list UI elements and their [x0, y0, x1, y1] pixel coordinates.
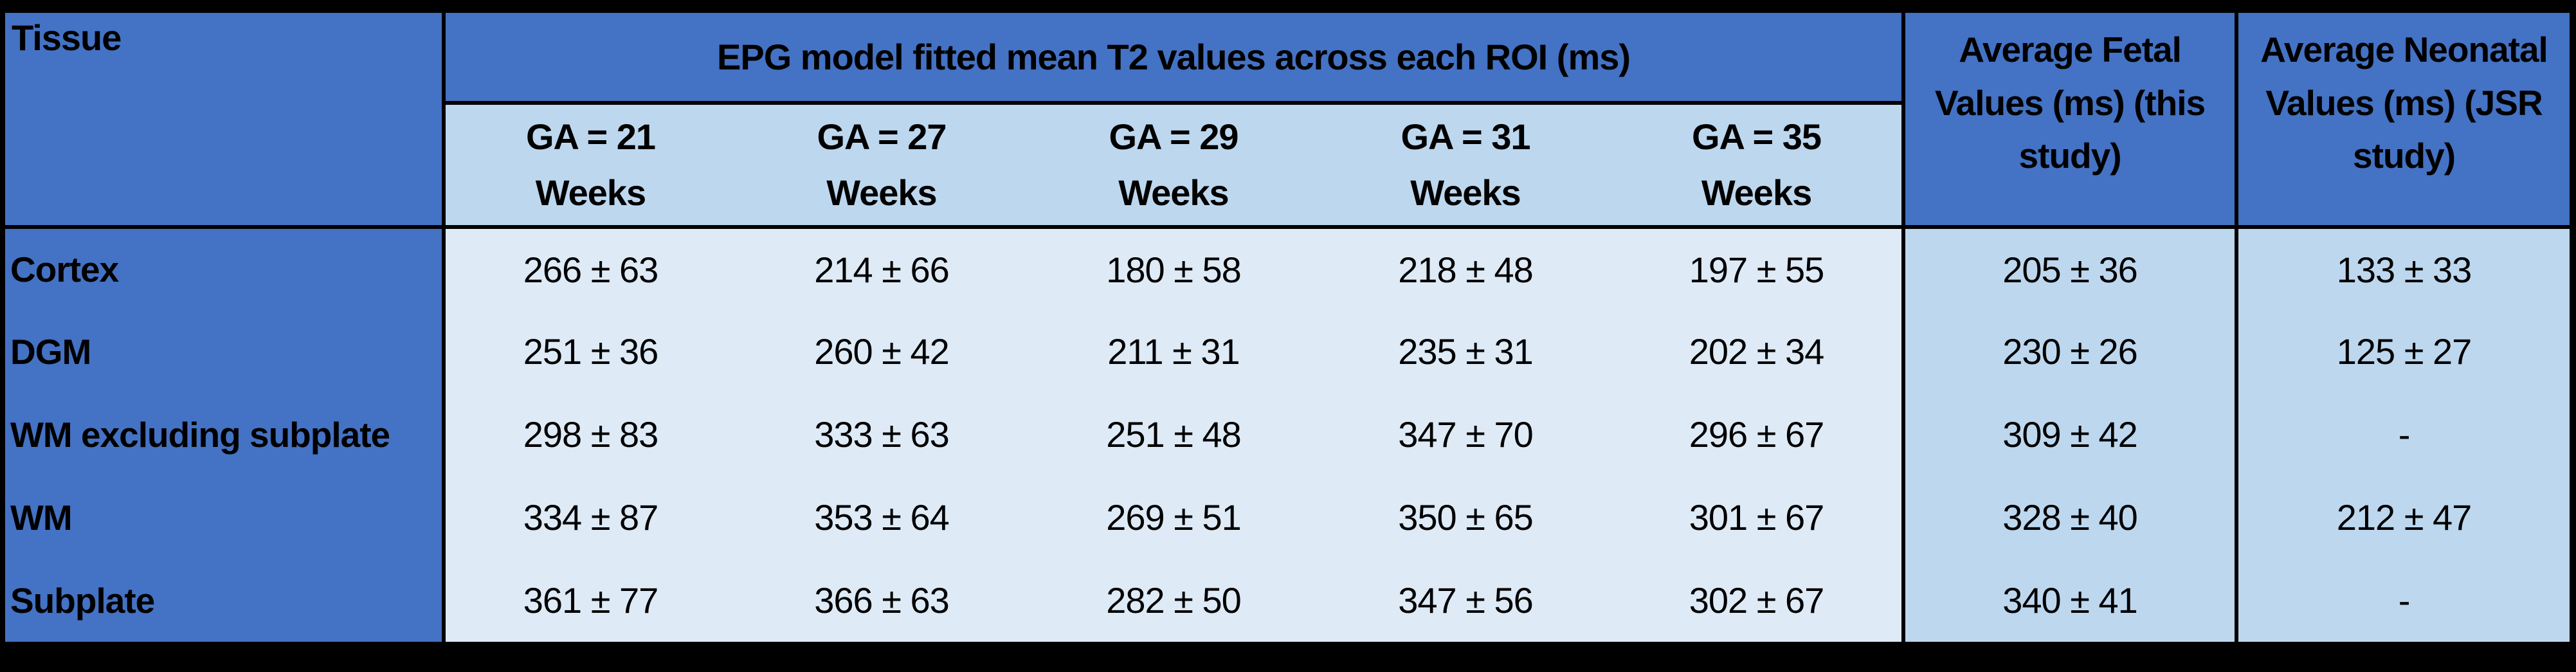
ga-unit: Weeks [1410, 172, 1521, 213]
avg-neonatal-value: 133 ± 33 [2235, 227, 2570, 310]
ga-value: GA = 35 [1692, 116, 1822, 157]
ga-unit: Weeks [535, 172, 646, 213]
t2-value: 260 ± 42 [736, 310, 1028, 393]
epg-title-header: EPG model fitted mean T2 values across e… [444, 13, 1904, 105]
ga-value: GA = 29 [1109, 116, 1238, 157]
avg-neonatal-value: 212 ± 47 [2235, 476, 2570, 559]
ga-unit: Weeks [826, 172, 937, 213]
header-row-main: Tissue EPG model fitted mean T2 values a… [5, 13, 2570, 229]
ga-value: GA = 27 [817, 116, 947, 157]
t2-value: 211 ± 31 [1028, 310, 1320, 393]
header-row-ga: GA = 21 Weeks GA = 27 Weeks GA = 29 Week… [5, 103, 2570, 229]
table-row-cortex: Cortex 266 ± 63 214 ± 66 180 ± 58 218 ± … [5, 227, 2570, 310]
ga-unit: Weeks [1118, 172, 1229, 213]
t2-value: 282 ± 50 [1028, 559, 1320, 642]
avg-fetal-value: 340 ± 41 [1901, 559, 2237, 642]
table-row-wm: WM 334 ± 87 353 ± 64 269 ± 51 350 ± 65 3… [5, 476, 2570, 559]
avg-fetal-value: 205 ± 36 [1901, 227, 2237, 310]
tissue-name: Subplate [5, 559, 446, 642]
avg-fetal-value: 309 ± 42 [1901, 393, 2237, 476]
t2-value: 353 ± 64 [736, 476, 1028, 559]
t2-value: 251 ± 48 [1028, 393, 1320, 476]
t2-value: 218 ± 48 [1320, 227, 1611, 310]
avg-neonatal-column-header: Average Neonatal Values (ms) (JSR study) [2235, 13, 2570, 229]
t2-value: 347 ± 70 [1320, 393, 1611, 476]
t2-values-table: Tissue EPG model fitted mean T2 values a… [5, 13, 2570, 642]
ga-value: GA = 31 [1401, 116, 1530, 157]
avg-neonatal-value: - [2235, 393, 2570, 476]
avg-fetal-column-header: Average Fetal Values (ms) (this study) [1901, 13, 2237, 229]
avg-fetal-value: 328 ± 40 [1901, 476, 2237, 559]
t2-value: 366 ± 63 [736, 559, 1028, 642]
avg-fetal-value: 230 ± 26 [1901, 310, 2237, 393]
tissue-name: WM excluding subplate [5, 393, 446, 476]
ga-unit: Weeks [1701, 172, 1812, 213]
t2-value: 214 ± 66 [736, 227, 1028, 310]
ga-31-header: GA = 31 Weeks [1320, 103, 1611, 229]
ga-29-header: GA = 29 Weeks [1028, 103, 1320, 229]
t2-value: 202 ± 34 [1611, 310, 1904, 393]
t2-value: 266 ± 63 [444, 227, 736, 310]
t2-value: 333 ± 63 [736, 393, 1028, 476]
t2-value: 298 ± 83 [444, 393, 736, 476]
t2-value: 361 ± 77 [444, 559, 736, 642]
table-row-subplate: Subplate 361 ± 77 366 ± 63 282 ± 50 347 … [5, 559, 2570, 642]
t2-value: 197 ± 55 [1611, 227, 1904, 310]
tissue-name: Cortex [5, 227, 446, 310]
avg-neonatal-value: 125 ± 27 [2235, 310, 2570, 393]
table-row-dgm: DGM 251 ± 36 260 ± 42 211 ± 31 235 ± 31 … [5, 310, 2570, 393]
ga-27-header: GA = 27 Weeks [736, 103, 1028, 229]
t2-value: 302 ± 67 [1611, 559, 1904, 642]
t2-value: 235 ± 31 [1320, 310, 1611, 393]
tissue-name: DGM [5, 310, 446, 393]
t2-value: 269 ± 51 [1028, 476, 1320, 559]
t2-value: 347 ± 56 [1320, 559, 1611, 642]
t2-value: 334 ± 87 [444, 476, 736, 559]
avg-neonatal-value: - [2235, 559, 2570, 642]
ga-21-header: GA = 21 Weeks [444, 103, 736, 229]
t2-value: 350 ± 65 [1320, 476, 1611, 559]
tissue-name: WM [5, 476, 446, 559]
table-row-wm-excluding-subplate: WM excluding subplate 298 ± 83 333 ± 63 … [5, 393, 2570, 476]
t2-value: 296 ± 67 [1611, 393, 1904, 476]
t2-value: 251 ± 36 [444, 310, 736, 393]
t2-value: 180 ± 58 [1028, 227, 1320, 310]
t2-value: 301 ± 67 [1611, 476, 1904, 559]
tissue-column-header: Tissue [5, 13, 446, 229]
ga-35-header: GA = 35 Weeks [1611, 103, 1904, 229]
ga-value: GA = 21 [525, 116, 656, 157]
